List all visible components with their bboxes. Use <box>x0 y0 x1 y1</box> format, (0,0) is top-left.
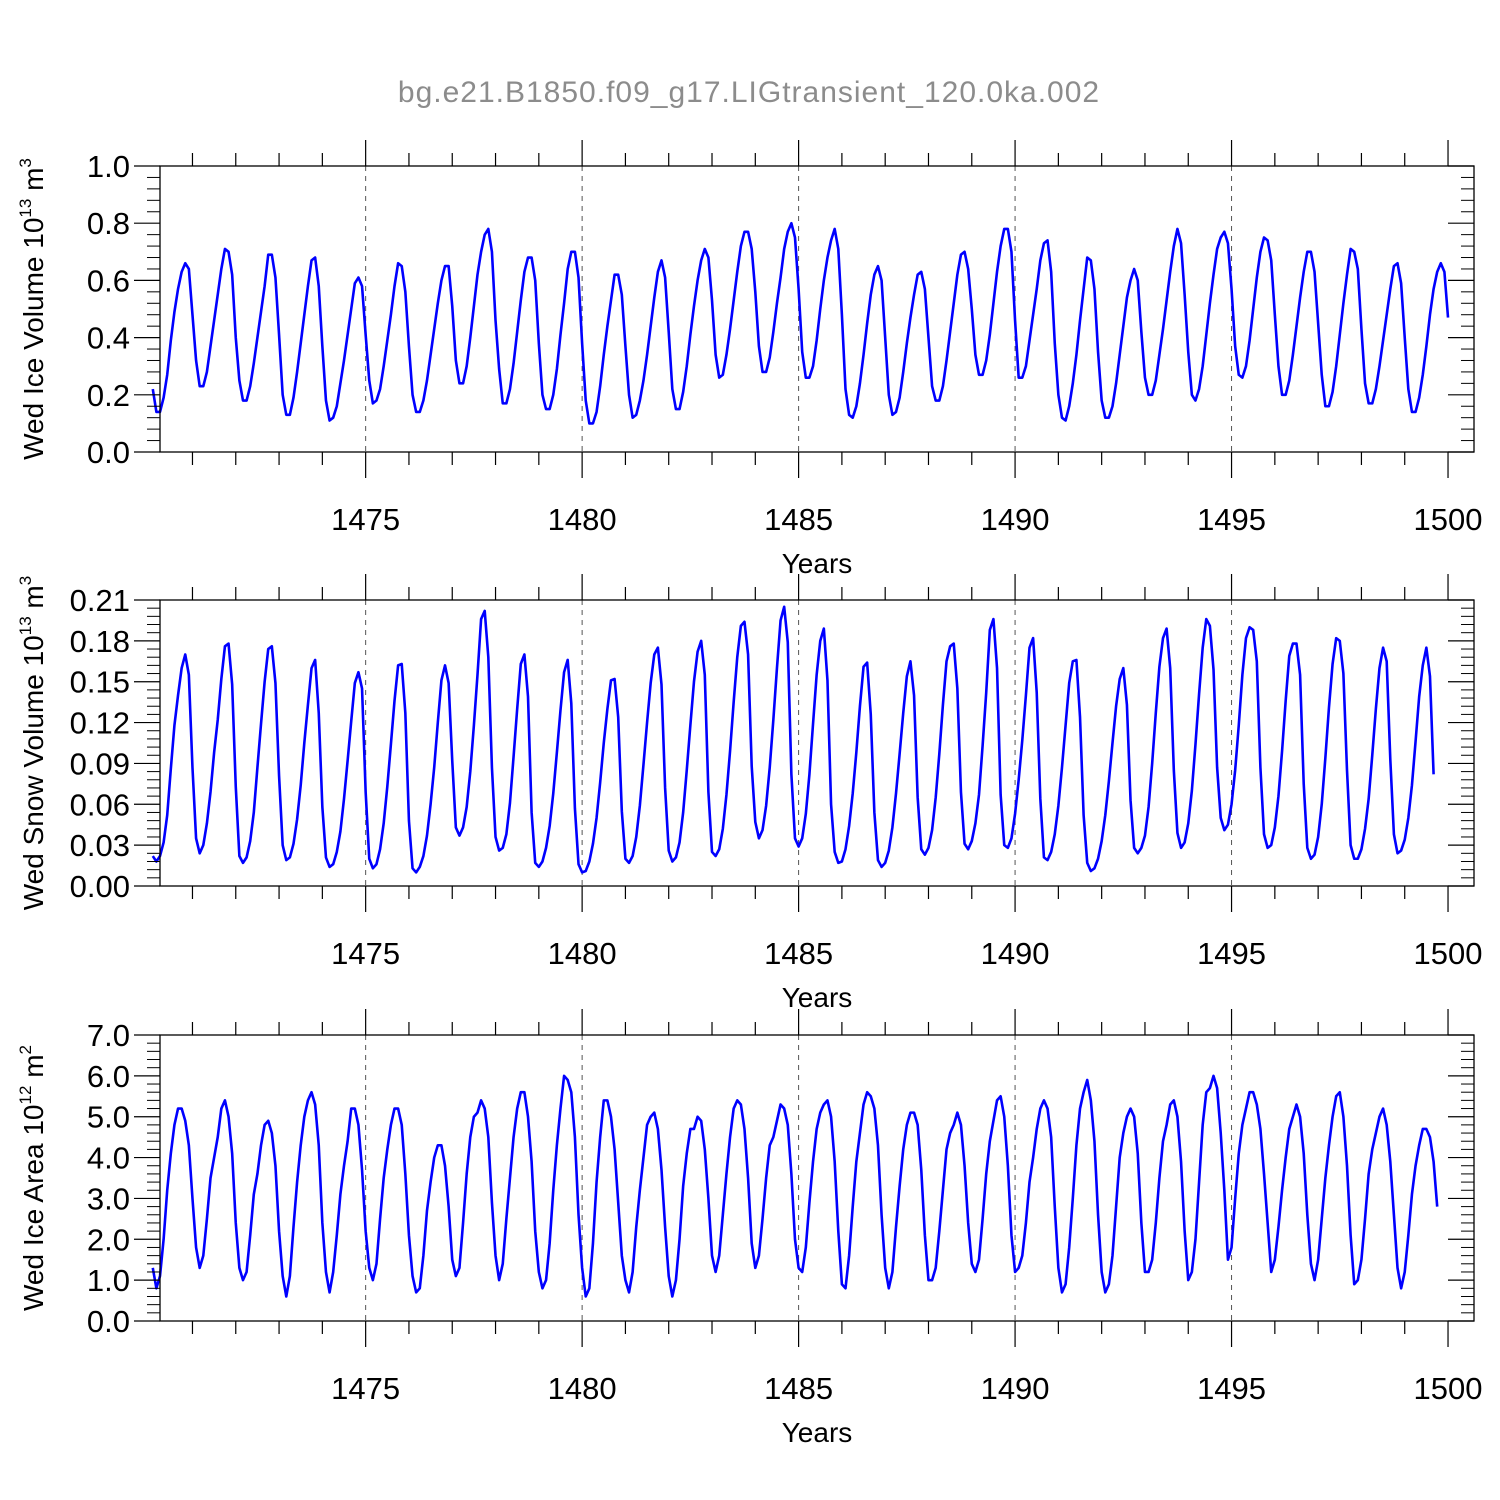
y-tick-label: 6.0 <box>87 1059 130 1094</box>
y-tick-label: 0.15 <box>70 665 130 700</box>
x-tick-label: 1490 <box>981 936 1050 971</box>
y-tick-label: 3.0 <box>87 1181 130 1216</box>
y-tick-label: 0.12 <box>70 706 130 741</box>
y-axis-label: Wed Ice Volume 1013 m3 <box>16 158 49 460</box>
x-tick-label: 1475 <box>331 1371 400 1406</box>
y-axis-label-unit: m <box>18 1054 49 1085</box>
x-tick-label: 1480 <box>548 502 617 537</box>
x-tick-label: 1480 <box>548 1371 617 1406</box>
x-tick-label: 1475 <box>331 936 400 971</box>
plot-frame <box>159 165 1475 453</box>
y-axis-label-unit-exp: 3 <box>16 576 35 585</box>
y-tick-label: 0.0 <box>87 435 130 470</box>
series-line <box>151 221 1450 425</box>
x-tick-label: 1490 <box>981 502 1050 537</box>
y-axis-label-unit: m <box>18 585 49 616</box>
y-tick-label: 0.2 <box>87 378 130 413</box>
y-tick-label: 0.4 <box>87 321 130 356</box>
chart-panel-2: 1475 1480 1485 1490 1495 1500 0.00 0.03 0.06 0.09… <box>16 574 1483 1013</box>
y-tick-label: 2.0 <box>87 1222 130 1257</box>
y-axis-label-exp: 13 <box>16 616 35 635</box>
plot-frame <box>159 599 1475 887</box>
x-tick-label: 1480 <box>548 936 617 971</box>
x-tick-label: 1475 <box>331 502 400 537</box>
x-tick-label: 1485 <box>764 936 833 971</box>
y-tick-label: 0.21 <box>70 583 130 618</box>
chart-panel-1: 1475 1480 1485 1490 1495 1500 0.0 0.2 0.4 0.6 0.8 1… <box>16 140 1483 579</box>
y-axis-label: Wed Ice Area 1012 m2 <box>16 1045 49 1311</box>
y-tick-label: 7.0 <box>87 1018 130 1053</box>
y-tick-label: 0.06 <box>70 787 130 822</box>
x-axis-label: Years <box>782 548 853 579</box>
x-tick-label: 1485 <box>764 1371 833 1406</box>
y-tick-label: 1.0 <box>87 149 130 184</box>
y-tick-label: 0.8 <box>87 206 130 241</box>
plot-frame <box>159 1034 1475 1322</box>
y-axis-label-main: Wed Ice Area 10 <box>18 1105 49 1312</box>
y-axis-label-exp: 13 <box>16 199 35 218</box>
y-tick-label: 0.0 <box>87 1304 130 1339</box>
x-tick-label: 1495 <box>1197 1371 1266 1406</box>
y-axis-label-main: Wed Ice Volume 10 <box>18 218 49 460</box>
y-axis-label-exp: 12 <box>16 1086 35 1105</box>
y-axis-label-unit-exp: 2 <box>16 1045 35 1054</box>
y-tick-label: 0.00 <box>70 869 130 904</box>
chart-panel-3: 1475 1480 1485 1490 1495 1500 0.0 1.0 2.0 3.0 4.0 5… <box>16 1009 1483 1448</box>
y-axis-label-unit-exp: 3 <box>16 158 35 167</box>
x-axis-label: Years <box>782 982 853 1013</box>
y-tick-label: 1.0 <box>87 1263 130 1298</box>
y-axis-label: Wed Snow Volume 1013 m3 <box>16 576 49 910</box>
y-tick-label: 0.09 <box>70 746 130 781</box>
y-tick-label: 0.03 <box>70 828 130 863</box>
series-line <box>151 605 1435 874</box>
x-tick-label: 1500 <box>1414 936 1483 971</box>
x-axis-label: Years <box>782 1417 853 1448</box>
figure-title: bg.e21.B1850.f09_g17.LIGtransient_120.0k… <box>398 76 1100 109</box>
x-tick-label: 1485 <box>764 502 833 537</box>
y-tick-label: 5.0 <box>87 1100 130 1135</box>
series-line <box>151 1074 1439 1298</box>
y-tick-label: 0.18 <box>70 624 130 659</box>
panels: 1475 1480 1485 1490 1495 1500 0.0 0.2 0.4 0.6 0.8 1… <box>16 140 1483 1448</box>
y-tick-label: 4.0 <box>87 1141 130 1176</box>
x-tick-label: 1495 <box>1197 502 1266 537</box>
x-tick-label: 1495 <box>1197 936 1266 971</box>
x-tick-label: 1500 <box>1414 1371 1483 1406</box>
y-axis-label-main: Wed Snow Volume 10 <box>18 635 49 910</box>
y-tick-label: 0.6 <box>87 263 130 298</box>
y-axis-label-unit: m <box>18 168 49 199</box>
x-tick-label: 1500 <box>1414 502 1483 537</box>
x-tick-label: 1490 <box>981 1371 1050 1406</box>
